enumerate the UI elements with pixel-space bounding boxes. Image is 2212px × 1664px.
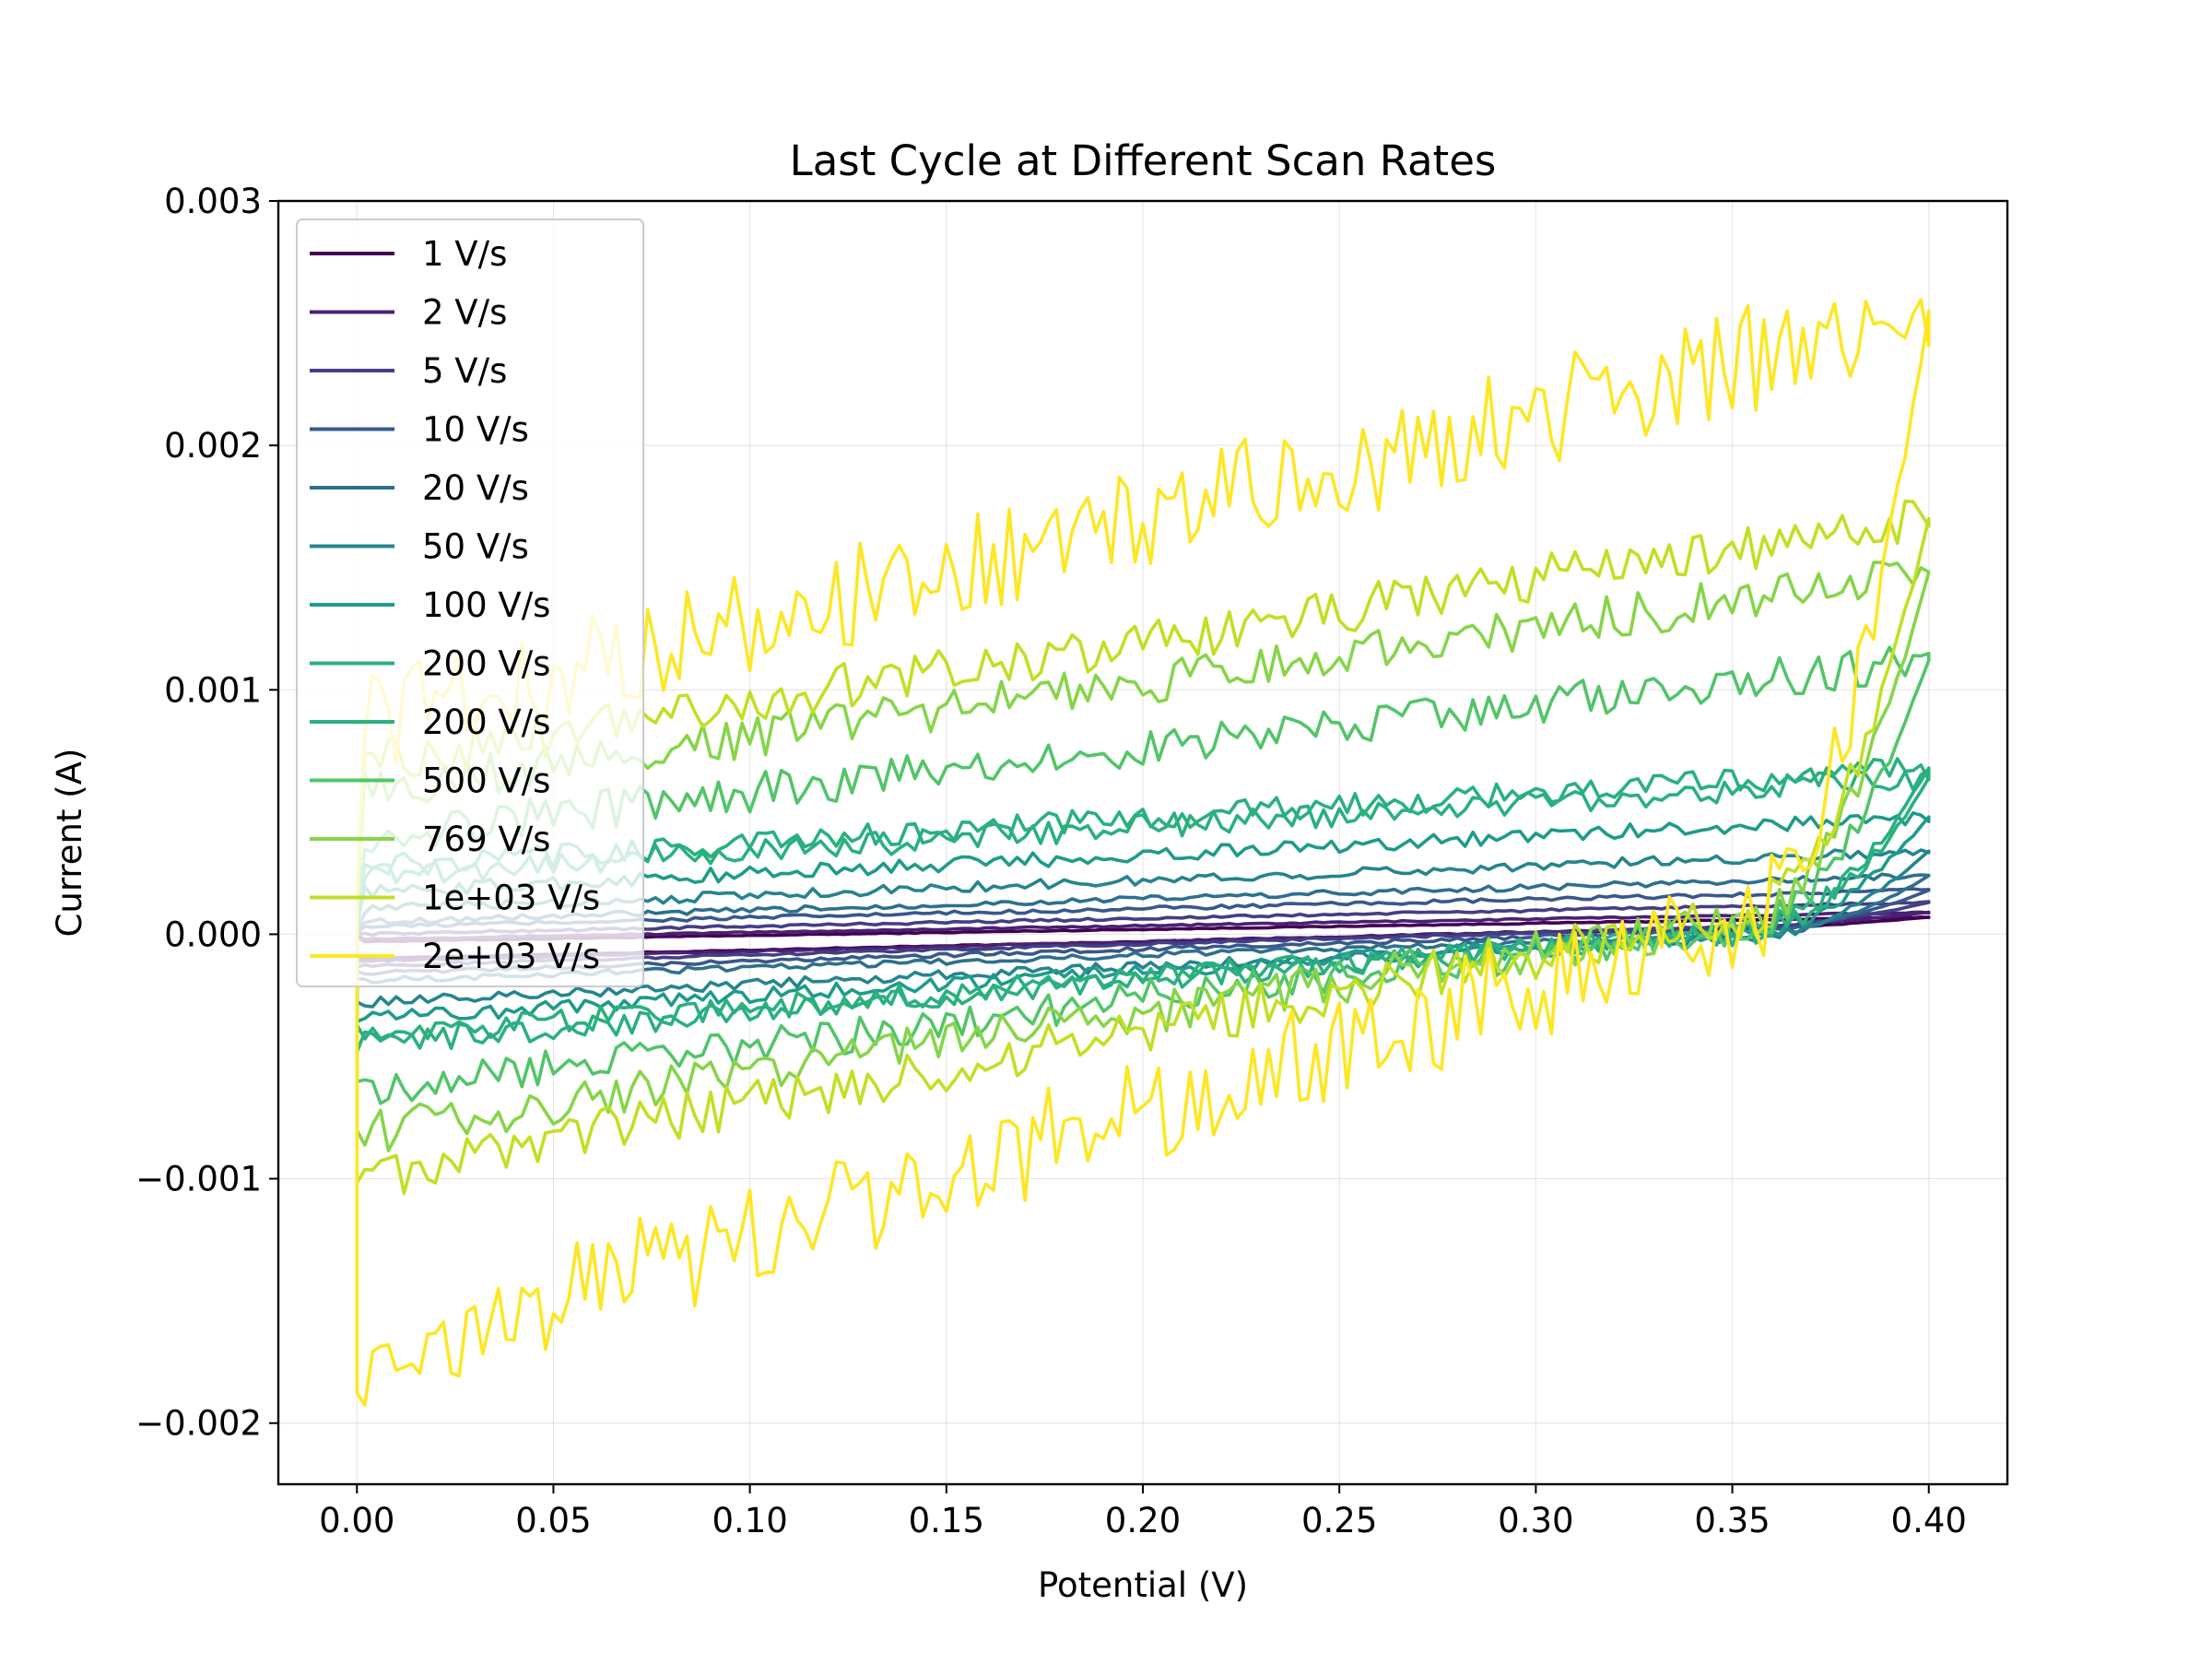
legend-label: 100 V/s — [422, 585, 550, 625]
legend: 1 V/s 2 V/s 5 V/s 10 V/s 20 V/s 50 V/s 100 V/s… — [296, 218, 644, 987]
x-axis-title: Potential (V) — [1038, 1565, 1248, 1605]
x-tick-label: 0.30 — [1498, 1501, 1573, 1540]
y-tick-label: −0.002 — [135, 1404, 262, 1444]
y-tick-label: 0.003 — [164, 182, 262, 221]
legend-label: 50 V/s — [422, 527, 529, 567]
x-tick-label: 0.10 — [712, 1501, 787, 1540]
legend-label: 2e+03 V/s — [422, 937, 600, 976]
series-line — [355, 848, 1931, 1009]
series-line — [355, 298, 1931, 1408]
series-line — [355, 910, 1931, 963]
legend-label: 20 V/s — [422, 468, 529, 508]
x-tick-label: 0.40 — [1891, 1501, 1967, 1540]
y-tick-label: 0.000 — [164, 915, 262, 954]
x-tick-label: 0.15 — [909, 1501, 984, 1540]
legend-label: 769 V/s — [422, 820, 550, 859]
series-line — [355, 887, 1931, 976]
series-line — [355, 872, 1931, 985]
legend-label: 10 V/s — [422, 410, 529, 450]
y-axis-title: Current (A) — [50, 749, 89, 938]
ticks: 0.00 0.05 0.10 0.15 0.20 0.25 0.30 0.35 0.40 −0.0… — [135, 182, 1967, 1540]
series-line — [355, 500, 1931, 1196]
x-tick-label: 0.05 — [515, 1501, 591, 1540]
series-layer — [355, 298, 1931, 1408]
x-tick-label: 0.35 — [1694, 1501, 1770, 1540]
y-tick-label: 0.002 — [164, 426, 262, 466]
x-tick-label: 0.20 — [1105, 1501, 1181, 1540]
legend-label: 200 V/s — [422, 644, 550, 684]
series-line — [355, 900, 1931, 969]
legend-box — [296, 218, 644, 987]
legend-label: 1e+03 V/s — [422, 879, 600, 918]
legend-label: 2 V/s — [422, 293, 507, 333]
series-line — [355, 767, 1931, 1044]
y-tick-label: −0.001 — [135, 1160, 262, 1199]
legend-label: 500 V/s — [422, 761, 550, 801]
y-tick-label: 0.001 — [164, 670, 262, 710]
series-line — [355, 561, 1931, 1152]
legend-label: 1 V/s — [422, 234, 507, 274]
legend-label: 5 V/s — [422, 351, 507, 391]
chart-title: Last Cycle at Different Scan Rates — [790, 136, 1497, 185]
x-tick-label: 0.25 — [1301, 1501, 1377, 1540]
x-tick-label: 0.00 — [319, 1501, 394, 1540]
legend-label: 200 V/s — [422, 702, 550, 742]
